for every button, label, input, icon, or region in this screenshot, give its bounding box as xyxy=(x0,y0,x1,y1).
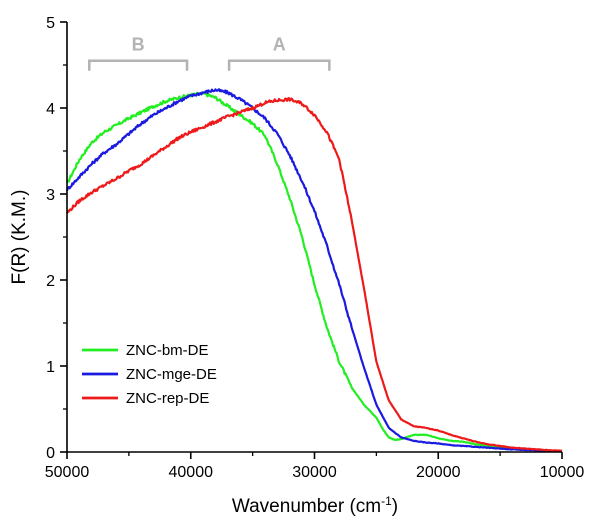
x-tick-label: 50000 xyxy=(45,464,90,481)
legend-label-ZNC-bm-DE: ZNC-bm-DE xyxy=(126,342,209,359)
annotation-bracket-A xyxy=(227,59,331,71)
y-tick-label: 2 xyxy=(46,273,55,290)
y-tick-label: 3 xyxy=(46,187,55,204)
legend-label-ZNC-mge-DE: ZNC-mge-DE xyxy=(126,366,217,383)
x-tick-label: 10000 xyxy=(540,464,585,481)
y-tick-label: 5 xyxy=(46,15,55,32)
series-line-ZNC-bm-DE xyxy=(66,91,563,453)
x-axis-title: Wavenumber (cm-1) xyxy=(232,494,398,517)
y-tick-label: 1 xyxy=(46,359,55,376)
y-axis-title: F(R) (K.M.) xyxy=(9,190,30,285)
annotation-label-A: A xyxy=(273,35,286,55)
x-tick-label: 20000 xyxy=(416,464,461,481)
annotation-label-B: B xyxy=(132,35,145,55)
y-tick-label: 4 xyxy=(46,101,55,118)
x-tick-label: 40000 xyxy=(169,464,214,481)
axes-layer: 50000 40000 30000 20000 10000 0 1 2 3 4 5 xyxy=(45,15,585,481)
x-tick-label: 30000 xyxy=(292,464,337,481)
series-layer xyxy=(65,88,563,453)
series-line-ZNC-mge-DE xyxy=(65,88,563,453)
y-tick-label: 0 xyxy=(46,445,55,462)
legend-label-ZNC-rep-DE: ZNC-rep-DE xyxy=(126,390,209,407)
legend: ZNC-bm-DE ZNC-mge-DE ZNC-rep-DE xyxy=(82,342,217,407)
series-line-ZNC-rep-DE xyxy=(65,96,563,452)
annotation-bracket-B xyxy=(88,59,189,71)
